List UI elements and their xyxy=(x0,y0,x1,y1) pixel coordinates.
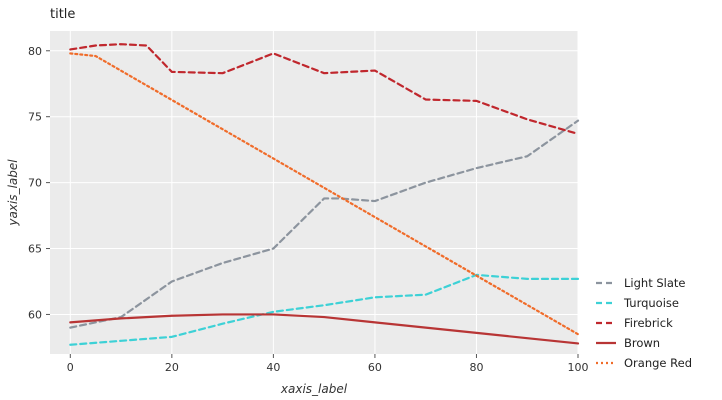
legend-label-brown: Brown xyxy=(624,336,660,350)
x-tick-label-0: 0 xyxy=(67,361,74,374)
legend-label-light-slate: Light Slate xyxy=(624,276,685,290)
series-line-turquoise xyxy=(69,273,580,346)
x-tick-label-4: 80 xyxy=(469,361,483,374)
series-line-orange-red xyxy=(69,52,580,336)
x-tick-label-2: 40 xyxy=(266,361,280,374)
gridlines xyxy=(50,31,579,354)
legend: Light Slate Turquoise Firebrick Brown Orange… xyxy=(596,276,692,370)
series-line-light-slate xyxy=(69,119,580,329)
x-tick-label-5: 100 xyxy=(568,361,589,374)
x-axis-label: xaxis_label xyxy=(280,382,348,396)
legend-label-firebrick: Firebrick xyxy=(624,316,673,330)
y-axis-label: yaxis_label xyxy=(6,159,20,227)
legend-label-turquoise: Turquoise xyxy=(623,296,679,310)
chart-title: title xyxy=(50,7,75,22)
series-layer xyxy=(69,43,580,346)
legend-label-orange-red: Orange Red xyxy=(624,356,692,370)
y-tick-label-4: 80 xyxy=(28,45,42,58)
series-line-firebrick xyxy=(69,43,580,135)
x-tick-label-1: 20 xyxy=(165,361,179,374)
x-axis-ticks: 0 20 40 60 80 100 xyxy=(67,354,589,374)
y-tick-label-1: 65 xyxy=(28,243,42,256)
y-tick-label-3: 75 xyxy=(28,111,42,124)
y-axis-ticks: 60 65 70 75 80 xyxy=(28,45,50,321)
y-tick-label-0: 60 xyxy=(28,308,42,321)
plot-area xyxy=(50,31,578,354)
x-tick-label-3: 60 xyxy=(368,361,382,374)
y-tick-label-2: 70 xyxy=(28,177,42,190)
series-line-brown xyxy=(69,313,580,345)
